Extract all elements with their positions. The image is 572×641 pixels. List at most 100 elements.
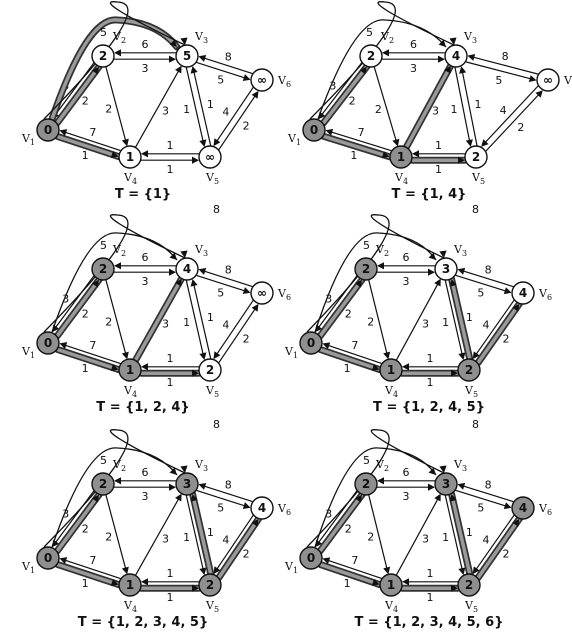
edge-weight: 3 (142, 62, 149, 75)
vertex-v6: ∞ V6 (536, 68, 572, 92)
edge-v1-v2: 2 (316, 491, 366, 555)
arrowhead (251, 90, 259, 99)
arrowhead (428, 483, 435, 491)
graph-svg-1: 2358173623115811240V12V25V31V4∞V5∞V6 (21, 0, 291, 186)
arrowhead (428, 467, 436, 475)
edge-v2-v3: 3 (377, 483, 435, 503)
edge-weight: 3 (62, 293, 69, 306)
vertex-label: V1 (21, 560, 35, 575)
arrowhead (458, 156, 465, 164)
edge-weight: 6 (142, 251, 149, 264)
vertex-distance: 2 (465, 363, 473, 377)
edge-v5-v3: 1 (448, 275, 474, 363)
arrowhead (251, 518, 259, 527)
edge-v5-v4: 1 (141, 567, 199, 586)
arrowhead (449, 494, 457, 502)
edge-v3-v6: 5 (196, 274, 251, 300)
vertex-distance: 4 (519, 501, 527, 515)
visited-set-label: T = {1, 2, 4, 5} (373, 400, 485, 415)
vertex-distance: 2 (206, 363, 214, 377)
edge-weight: 8 (485, 263, 492, 276)
edge-v1-v3: 5 (314, 232, 437, 333)
edge-weight: 1 (344, 577, 351, 590)
vertex-label: V3 (453, 243, 467, 258)
edge-weight: 2 (345, 307, 352, 320)
arrowhead (457, 267, 466, 275)
vertex-distance: 1 (126, 363, 134, 377)
edge-v1-v4: 1 (320, 132, 394, 162)
edge-weight: 8 (213, 0, 220, 3)
vertex-label: V5 (205, 384, 219, 399)
vertex-v3: 3V3 (175, 458, 208, 496)
vertex-label: V2 (112, 30, 126, 45)
edge-v2-v4: 2 (105, 494, 129, 575)
arrowhead (371, 363, 380, 371)
vertex-label: V6 (277, 287, 291, 302)
arrowhead (169, 39, 177, 47)
edge-weight: 2 (82, 522, 89, 535)
vertex-distance: 0 (307, 336, 315, 350)
edge-weight: 1 (427, 376, 434, 389)
arrowhead (465, 139, 473, 147)
arrowhead (59, 557, 68, 565)
vertex-label: V1 (287, 132, 301, 147)
edge-weight: 1 (167, 352, 174, 365)
arrowhead (141, 363, 148, 371)
edge-v3-v1: 8 (43, 203, 220, 333)
edge-v1-v3: 5 (48, 16, 181, 123)
vertex-v5: 2 V5 (457, 358, 481, 399)
edge-v5-v3: 1 (459, 66, 481, 146)
arrowhead (114, 49, 121, 57)
visited-set-label: T = {1, 2, 3, 4, 5, 6} (354, 615, 504, 630)
edge-v5-v4: 1 (402, 567, 458, 586)
edge-weight: 1 (82, 577, 89, 590)
edge-weight: 2 (502, 548, 509, 561)
edge-weight: 1 (474, 98, 481, 111)
edge-v1-v2: 2 (319, 63, 371, 127)
graph-panel-4: 2 3 5 8 1 7 3 6 2 3 1 1 5 8 1 1 2 4 0 V1 2 V2 3 V3 1 V4 2 V5 4 V6 T = … (284, 203, 572, 426)
arrowhead (190, 279, 198, 287)
edge-v4-v5: 1 (398, 369, 462, 389)
edge-v5-v6: 2 (218, 90, 259, 151)
vertex-v4: 1 V4 (379, 573, 403, 614)
edge-weight: 3 (403, 275, 410, 288)
arrowhead (392, 138, 400, 147)
arrowhead (190, 66, 198, 74)
edge-weight: 3 (432, 104, 439, 117)
edge-v3-v2: 6 (377, 466, 435, 485)
edge-weight: 7 (89, 339, 96, 352)
edge-v5-v6: 2 (485, 90, 543, 152)
edge-weight: 1 (435, 139, 442, 152)
arrowhead (451, 369, 458, 377)
arrowhead (402, 363, 409, 371)
edge-weight: 7 (351, 554, 358, 567)
arrowhead (472, 566, 480, 575)
arrowhead (190, 494, 198, 502)
edge-v5-v6: 2 (218, 303, 259, 364)
edge-weight: 1 (427, 591, 434, 604)
arrowhead (467, 53, 476, 61)
arrowhead (169, 483, 176, 491)
vertex-distance: 2 (99, 262, 107, 276)
edge-weight: 7 (358, 126, 365, 139)
arrowhead (512, 303, 520, 312)
edge-weight: 1 (466, 526, 473, 539)
edge-v3-v1: 8 (306, 203, 479, 333)
edge-v2-v4: 2 (373, 66, 400, 147)
edge-v2-v3: 3 (114, 483, 176, 503)
vertex-v4: 1 V4 (118, 145, 142, 186)
arrowhead (354, 494, 363, 503)
vertex-v1: 0 V1 (21, 331, 60, 360)
vertex-v2: 2 V2 (91, 243, 126, 281)
edge-weight: 5 (100, 239, 107, 252)
vertex-label: V6 (277, 74, 291, 89)
vertex-label: V3 (453, 458, 467, 473)
arrowhead (458, 567, 466, 575)
vertex-distance: ∞ (257, 73, 267, 87)
edge-v3-v2: 6 (377, 251, 435, 270)
vertex-label: V2 (112, 458, 126, 473)
arrowhead (354, 279, 363, 288)
edge-v3-v5: 1 (183, 495, 207, 575)
edge-weight: 3 (325, 508, 332, 521)
